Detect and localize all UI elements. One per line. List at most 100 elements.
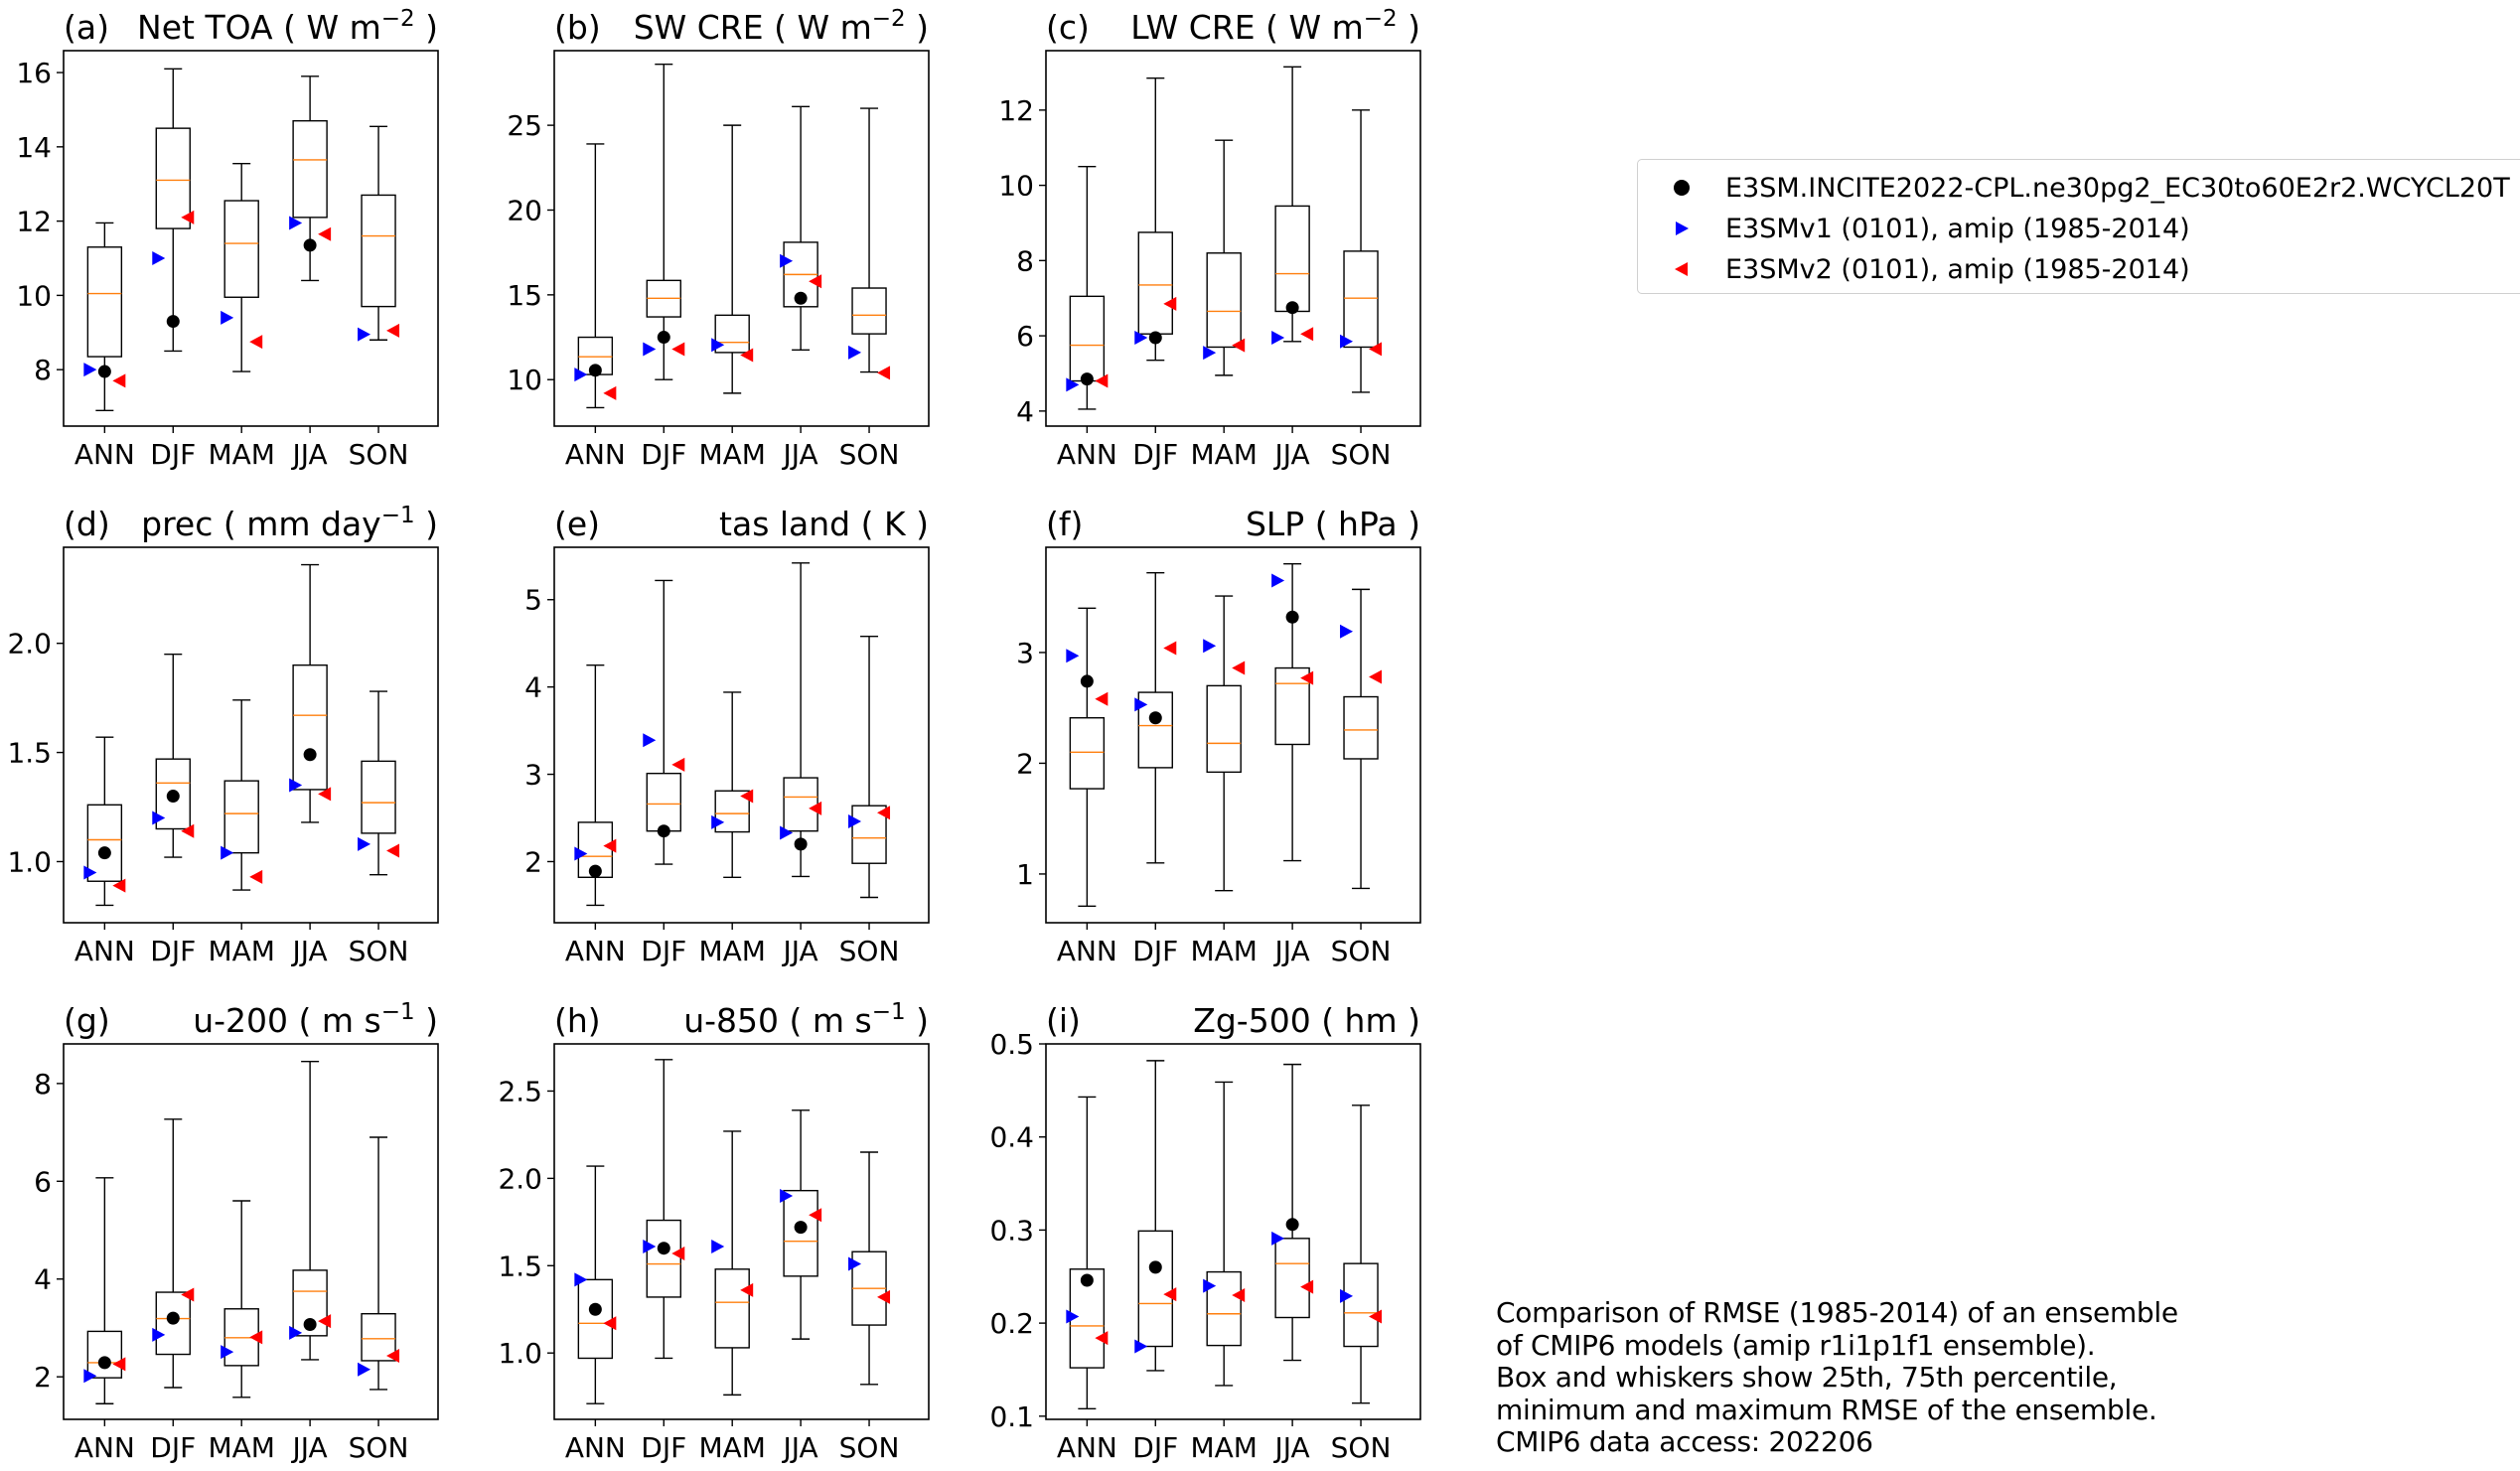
v2-marker: [1163, 1287, 1177, 1302]
v1-marker: [1203, 1278, 1217, 1293]
panel-title: u-200 ( m s−1 ): [193, 999, 438, 1040]
test-marker: [657, 824, 670, 838]
test-marker: [588, 364, 602, 377]
v2-marker: [318, 787, 332, 802]
panel-b: (b) SW CRE ( W m−2 ) 10 15 20 25 ANN DJF MAM JJA S…: [507, 6, 930, 471]
x-tick-label: ANN: [1057, 935, 1117, 967]
iqr-box: [714, 1268, 750, 1349]
v2-marker: [809, 801, 822, 815]
x-tick-label: DJF: [641, 1431, 686, 1464]
triangle-right-marker-icon: [1638, 219, 1725, 238]
axes-frame: [63, 50, 439, 427]
iqr-box: [361, 1312, 396, 1362]
box-mam: [714, 691, 750, 878]
box-son: [1343, 1104, 1379, 1404]
v1-marker: [289, 1325, 303, 1340]
iqr-box: [714, 790, 750, 833]
v1-marker: [1203, 639, 1217, 654]
x-tick-label: MAM: [208, 935, 274, 967]
box-son: [1343, 109, 1379, 393]
legend-item-v1: E3SMv1 (0101), amip (1985-2014): [1638, 209, 2190, 248]
iqr-box: [1274, 205, 1310, 313]
box-djf: [155, 1118, 191, 1389]
caption-line: Box and whiskers show 25th, 75th percent…: [1496, 1361, 2118, 1394]
v1-marker: [1134, 330, 1148, 345]
panel-label: (g): [64, 1001, 110, 1040]
v2-marker: [603, 1316, 617, 1331]
box-ann: [86, 1177, 123, 1404]
iqr-box: [851, 287, 887, 335]
panel-title: LW CRE ( W m−2 ): [1130, 6, 1420, 47]
v1-marker: [83, 1369, 97, 1384]
v1-marker: [83, 865, 97, 880]
iqr-box: [292, 663, 328, 791]
panel-label: (f): [1046, 505, 1083, 543]
iqr-box: [1343, 1262, 1379, 1348]
y-tick-label: 6: [1016, 320, 1034, 353]
x-tick-label: DJF: [150, 438, 196, 471]
v1-marker: [152, 810, 166, 825]
y-tick-label: 14: [16, 131, 52, 164]
y-tick-label: 20: [507, 194, 542, 226]
v2-marker: [1369, 342, 1383, 357]
v2-marker: [1232, 338, 1246, 353]
panel-e: (e) tas land ( K ) 2 3 4 5 ANN DJF MAM JJA SON: [524, 505, 930, 967]
y-tick-label: 3: [1016, 637, 1034, 669]
box-jja: [1274, 563, 1310, 862]
iqr-box: [1206, 252, 1242, 349]
test-marker: [166, 315, 180, 329]
v2-marker: [809, 1208, 822, 1223]
v1-marker: [848, 345, 862, 360]
y-tick-label: 2.5: [498, 1075, 542, 1107]
box-son: [1343, 588, 1379, 890]
v2-marker: [1095, 373, 1109, 388]
x-tick-label: MAM: [698, 1431, 765, 1464]
v2-marker: [877, 366, 891, 380]
x-tick-label: JJA: [1273, 438, 1310, 471]
panel-i: (i) Zg-500 ( hm ) 0.1 0.2 0.3 0.4 0.5 ANN DJF MAM…: [989, 1001, 1421, 1464]
v2-marker: [877, 806, 891, 820]
y-tick-label: 0.5: [989, 1028, 1034, 1061]
v1-marker: [289, 778, 303, 793]
box-son: [851, 107, 887, 373]
iqr-box: [155, 758, 191, 830]
caption-line: Comparison of RMSE (1985-2014) of an ens…: [1496, 1296, 2178, 1329]
test-marker: [588, 1302, 602, 1316]
panel-f: (f) SLP ( hPa ) 1 2 3 ANN DJF MAM JJA SON: [1016, 505, 1421, 967]
x-tick-label: JJA: [1273, 1431, 1310, 1464]
v2-marker: [740, 1282, 754, 1297]
iqr-box: [783, 1189, 818, 1277]
box-djf: [1137, 571, 1173, 864]
box-son: [361, 125, 396, 341]
box-son: [361, 1136, 396, 1391]
v2-marker: [1232, 661, 1246, 675]
v1-marker: [848, 814, 862, 829]
y-tick-label: 8: [34, 354, 52, 386]
iqr-box: [1137, 691, 1173, 769]
v1-marker: [643, 1239, 657, 1253]
v2-marker: [318, 226, 332, 241]
x-tick-label: MAM: [1190, 935, 1257, 967]
panel-title: SW CRE ( W m−2 ): [634, 6, 929, 47]
y-tick-label: 1.0: [7, 845, 52, 878]
iqr-box: [646, 1219, 681, 1298]
y-tick-label: 12: [16, 206, 52, 238]
x-tick-label: SON: [839, 438, 900, 471]
y-tick-label: 8: [34, 1068, 52, 1101]
axes-frame: [1045, 546, 1421, 924]
legend-label: E3SMv2 (0101), amip (1985-2014): [1725, 253, 2190, 285]
test-marker: [1080, 372, 1094, 386]
iqr-box: [292, 119, 328, 219]
v2-marker: [181, 823, 195, 838]
y-tick-label: 10: [507, 364, 542, 396]
v2-marker: [671, 1246, 685, 1260]
panel-title: prec ( mm day−1 ): [141, 503, 438, 543]
v2-marker: [1095, 1331, 1109, 1346]
v1-marker: [780, 825, 794, 840]
v1-marker: [574, 368, 588, 382]
y-tick-label: 4: [1016, 395, 1034, 428]
x-tick-label: ANN: [74, 438, 135, 471]
iqr-box: [783, 777, 818, 832]
x-tick-label: SON: [1331, 438, 1392, 471]
caption-line: of CMIP6 models (amip r1i1p1f1 ensemble)…: [1496, 1328, 2096, 1362]
